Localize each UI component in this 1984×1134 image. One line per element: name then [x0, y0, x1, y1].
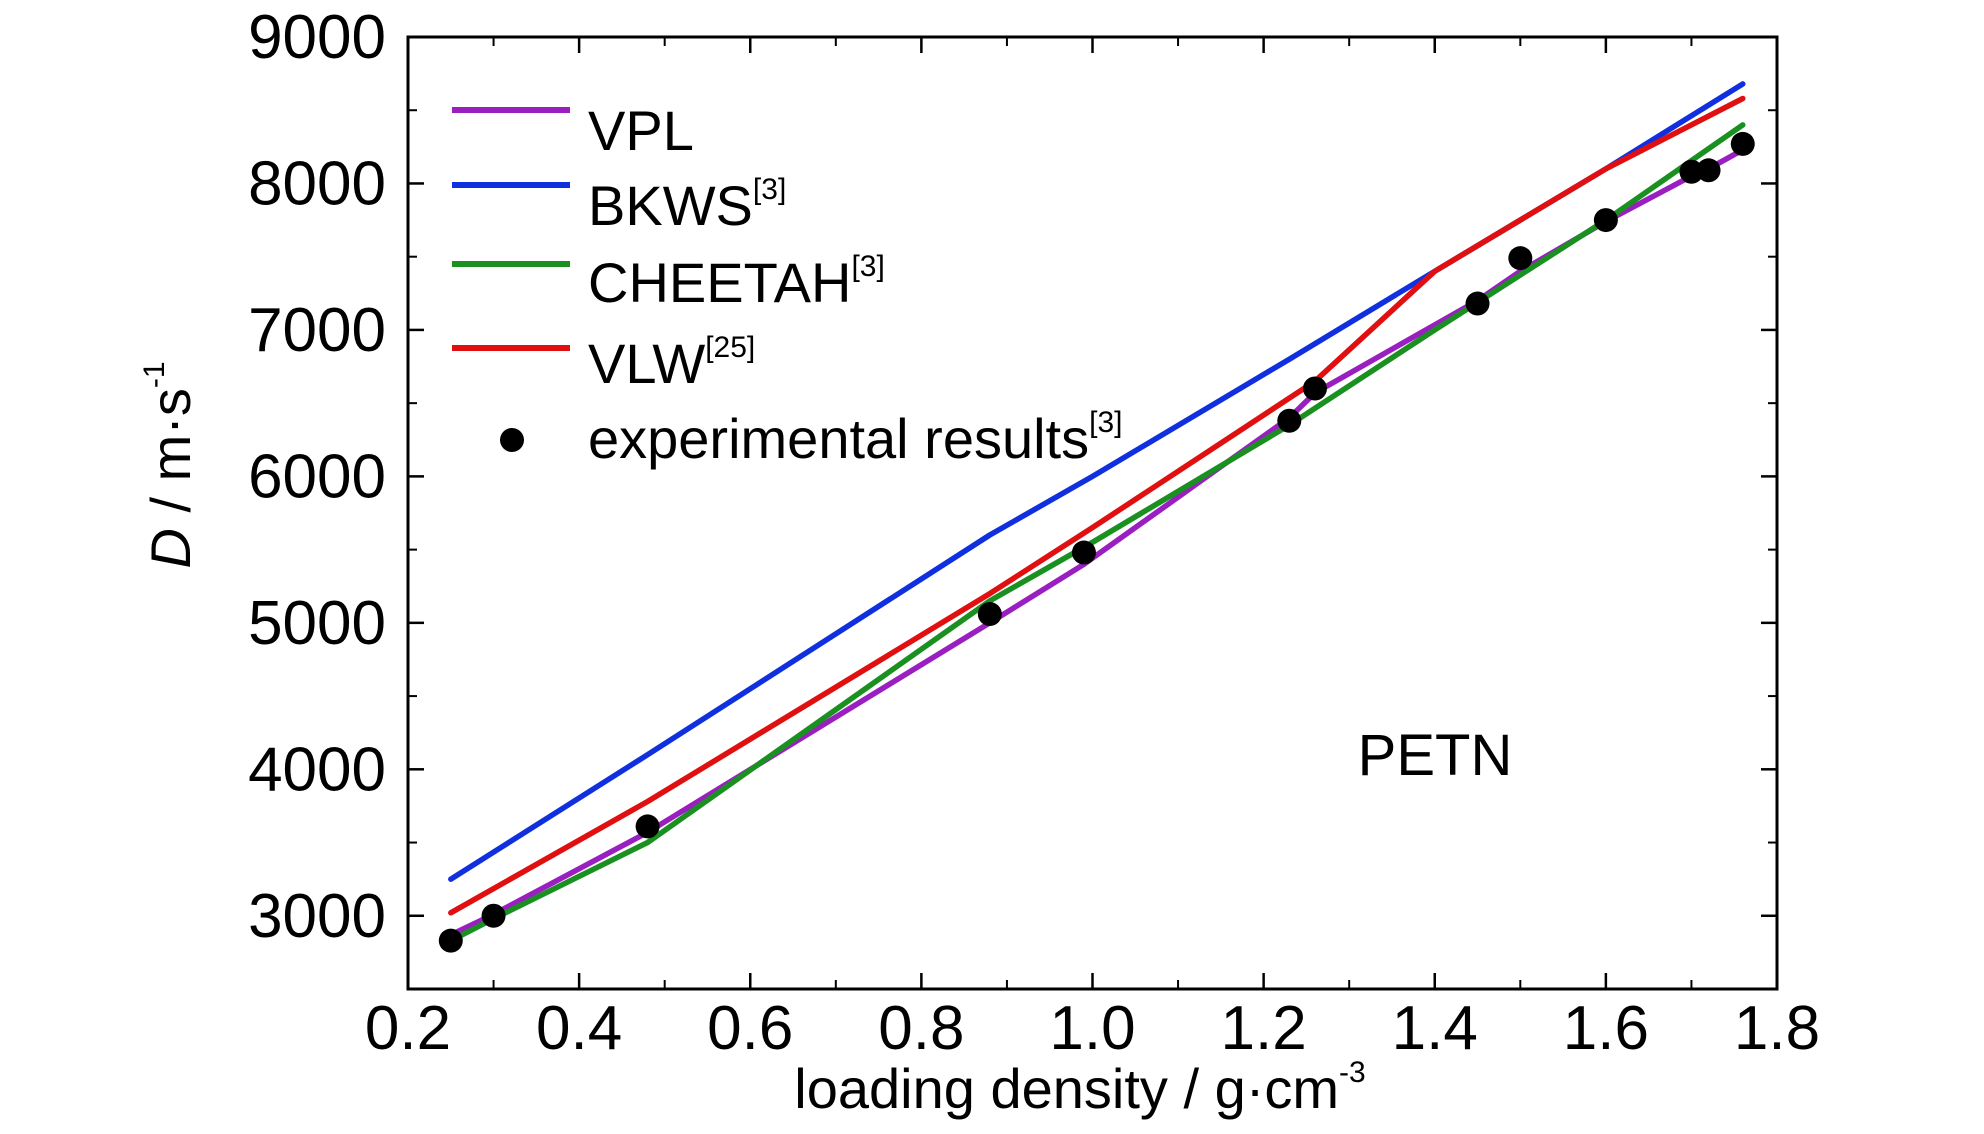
- series-line-cheetah: [448, 122, 1746, 944]
- experimental-point: [438, 928, 463, 953]
- experimental-point: [1071, 540, 1096, 565]
- y-axis-title-italic: D: [139, 528, 202, 568]
- x-axis-title: loading density / g·cm-3: [794, 1056, 1365, 1120]
- y-tick-label: 8000: [248, 149, 386, 218]
- experimental-point: [1508, 246, 1533, 271]
- x-tick-label: 1.8: [1734, 994, 1820, 1063]
- x-tick-label: 1.2: [1221, 994, 1307, 1063]
- y-axis-title: D / m·s-1: [138, 361, 202, 568]
- x-tick-label: 0.2: [365, 994, 451, 1063]
- y-tick-label: 9000: [248, 3, 386, 72]
- legend-label-experimental: experimental results[3]: [588, 406, 1122, 470]
- legend-label-vpl: VPL: [588, 99, 694, 162]
- annotation-petn: PETN: [1358, 723, 1513, 788]
- y-axis-title-main: / m·s: [139, 388, 202, 528]
- experimental-point: [481, 903, 506, 928]
- x-tick-label: 1.6: [1563, 994, 1649, 1063]
- legend: VPL BKWS[3] CHEETAH[3] VLW[25] experimen…: [452, 99, 1122, 470]
- experimental-point: [1593, 208, 1618, 233]
- experimental-point: [1302, 376, 1327, 401]
- x-tick-label: 1.4: [1392, 994, 1478, 1063]
- y-axis-title-sup: -1: [138, 361, 171, 388]
- x-axis-title-main: loading density / g·cm: [794, 1057, 1339, 1120]
- y-tick-label: 3000: [248, 882, 386, 951]
- x-tick-label: 1.0: [1049, 994, 1135, 1063]
- x-tick-labels: 0.2 0.4 0.6 0.8 1.0 1.2 1.4 1.6 1.8: [365, 994, 1820, 1063]
- experimental-point: [1465, 291, 1490, 316]
- legend-label-bkws: BKWS[3]: [588, 173, 786, 237]
- y-tick-label: 7000: [248, 296, 386, 365]
- experimental-point: [1277, 408, 1302, 433]
- experimental-point: [1696, 158, 1721, 183]
- experimental-point: [1730, 131, 1755, 156]
- experimental-point: [635, 814, 660, 839]
- legend-label-cheetah: CHEETAH[3]: [588, 250, 885, 314]
- y-tick-label: 5000: [248, 589, 386, 658]
- experimental-point: [977, 602, 1002, 627]
- legend-marker-experimental: [500, 428, 524, 452]
- y-tick-labels: 3000 4000 5000 6000 7000 8000 9000: [248, 3, 386, 951]
- x-axis-title-sup: -3: [1339, 1056, 1366, 1089]
- y-tick-label: 6000: [248, 442, 386, 511]
- series-line-vlw: [448, 95, 1746, 916]
- x-tick-label: 0.4: [536, 994, 622, 1063]
- x-tick-label: 0.8: [878, 994, 964, 1063]
- experimental-points: [438, 131, 1755, 953]
- y-tick-label: 4000: [248, 735, 386, 804]
- axis-ticks: [406, 35, 1779, 990]
- x-tick-label: 0.6: [707, 994, 793, 1063]
- legend-label-vlw: VLW[25]: [588, 331, 755, 395]
- experimental-point: [1679, 159, 1704, 184]
